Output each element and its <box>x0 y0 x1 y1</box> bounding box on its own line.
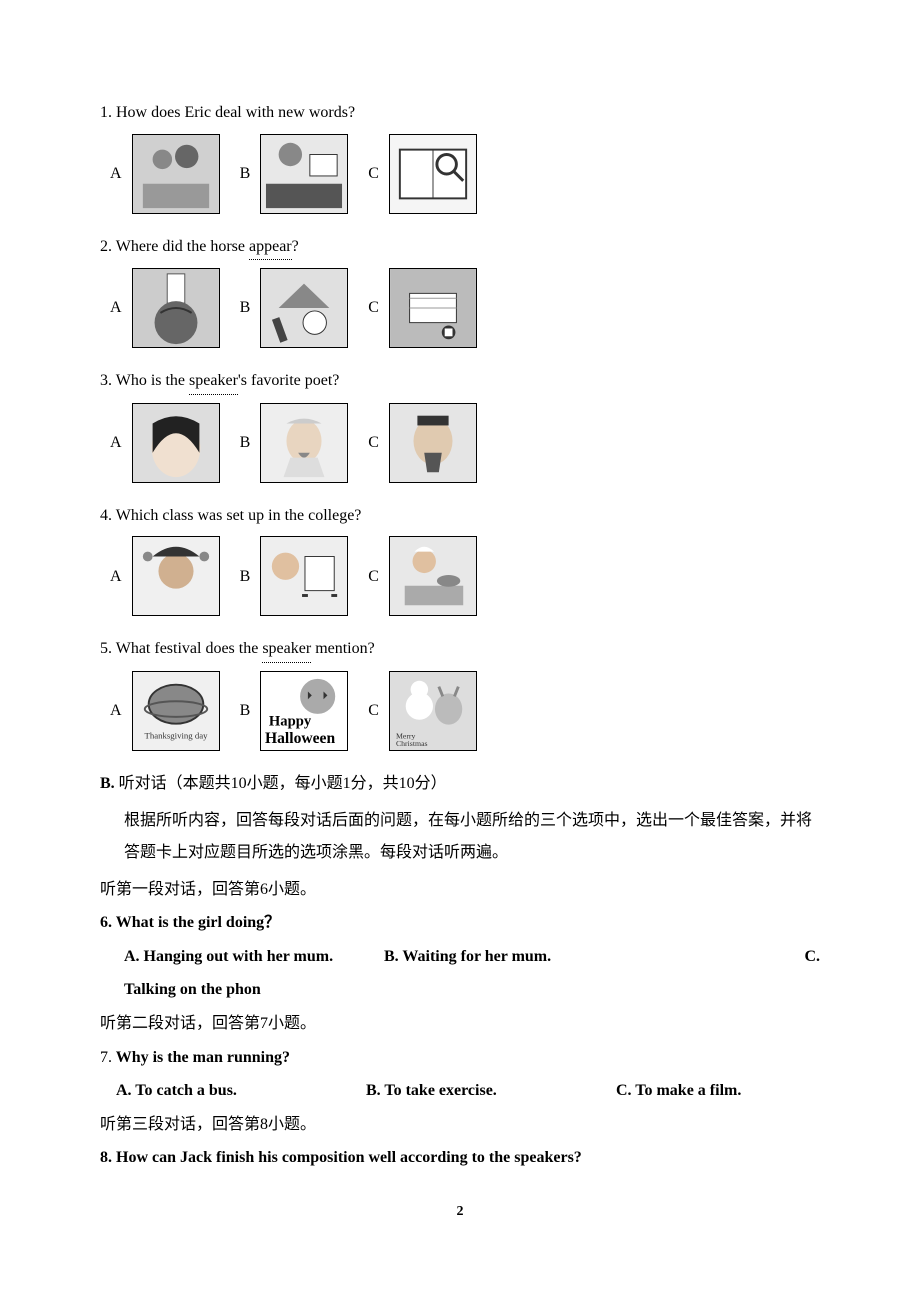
q4-letter-b: B <box>240 564 251 590</box>
dialogue2-prefix: 7. <box>100 1049 112 1066</box>
dialogue2-question-text: Why is the man running? <box>112 1049 290 1066</box>
q2-options: A B C <box>110 268 820 348</box>
q5-option-b[interactable]: B HappyHalloween <box>240 671 349 751</box>
dialogue1-question: 6. What is the girl doing？ <box>100 910 820 936</box>
q2-letter-b: B <box>240 295 251 321</box>
q3-image-a <box>132 403 220 483</box>
q4-letter-a: A <box>110 564 122 590</box>
dialogue2-c[interactable]: C. To make a film. <box>616 1078 820 1104</box>
dialogue1-a[interactable]: A. Hanging out with her mum. <box>124 944 384 970</box>
q1-letter-c: C <box>368 161 379 187</box>
q3-option-a[interactable]: A <box>110 403 220 483</box>
q2-letter-c: C <box>368 295 379 321</box>
q2-text: 2. Where did the horse appear? <box>100 234 820 261</box>
section-b-prefix: B. <box>100 775 115 792</box>
q5-image-a: Thanksgiving day <box>132 671 220 751</box>
q1-option-b[interactable]: B <box>240 134 349 214</box>
q1-image-c <box>389 134 477 214</box>
q5-letter-c: C <box>368 698 379 724</box>
dialogue2-answers: A. To catch a bus. B. To take exercise. … <box>116 1078 820 1104</box>
q3-letter-c: C <box>368 430 379 456</box>
q5-image-b: HappyHalloween <box>260 671 348 751</box>
q3-option-c[interactable]: C <box>368 403 477 483</box>
q3-dotted-word: speaker <box>189 368 238 395</box>
q3-image-c <box>389 403 477 483</box>
dialogue2-a[interactable]: A. To catch a bus. <box>116 1078 366 1104</box>
q4-options: A B C <box>110 536 820 616</box>
q5-options: A Thanksgiving day B HappyHalloween C Me… <box>110 671 820 751</box>
dialogue2-b[interactable]: B. To take exercise. <box>366 1078 616 1104</box>
dialogue1-b[interactable]: B. Waiting for her mum. <box>384 944 644 970</box>
q1-options: A B C <box>110 134 820 214</box>
q2-dotted-word: appear <box>249 234 292 261</box>
q5-option-a[interactable]: A Thanksgiving day <box>110 671 220 751</box>
dialogue1-continuation: Talking on the phon <box>124 977 820 1003</box>
section-b-title: B. 听对话（本题共10小题，每小题1分，共10分） <box>100 771 820 797</box>
q5-image-c: MerryChristmas <box>389 671 477 751</box>
dialogue1-answers: A. Hanging out with her mum. B. Waiting … <box>124 944 820 970</box>
q1-option-c[interactable]: C <box>368 134 477 214</box>
q3-option-b[interactable]: B <box>240 403 349 483</box>
q2-option-c[interactable]: C <box>368 268 477 348</box>
q2-option-b[interactable]: B <box>240 268 349 348</box>
q1-image-a <box>132 134 220 214</box>
q4-option-b[interactable]: B <box>240 536 349 616</box>
q3-letter-b: B <box>240 430 251 456</box>
q2-option-a[interactable]: A <box>110 268 220 348</box>
q2-letter-a: A <box>110 295 122 321</box>
q1-letter-b: B <box>240 161 251 187</box>
dialogue2-question: 7. Why is the man running? <box>100 1045 820 1071</box>
section-b-title-text: 听对话（本题共10小题，每小题1分，共10分） <box>115 775 447 792</box>
q1-image-b <box>260 134 348 214</box>
q3-letter-a: A <box>110 430 122 456</box>
section-b: B. 听对话（本题共10小题，每小题1分，共10分） 根据所听内容，回答每段对话… <box>100 771 820 869</box>
q5-option-c[interactable]: C MerryChristmas <box>368 671 477 751</box>
q5-letter-a: A <box>110 698 122 724</box>
dialogue3-question: 8. How can Jack finish his composition w… <box>100 1145 820 1171</box>
q3-options: A B C <box>110 403 820 483</box>
q1-text: 1. How does Eric deal with new words? <box>100 100 820 126</box>
q2-image-b <box>260 268 348 348</box>
q1-option-a[interactable]: A <box>110 134 220 214</box>
dialogue3-intro: 听第三段对话，回答第8小题。 <box>100 1112 820 1138</box>
q4-text: 4. Which class was set up in the college… <box>100 503 820 529</box>
q3-image-b <box>260 403 348 483</box>
svg-text:Thanksgiving day: Thanksgiving day <box>144 730 208 740</box>
dialogue1-c[interactable]: C. <box>644 944 820 970</box>
q5-text: 5. What festival does the speaker mentio… <box>100 636 820 663</box>
q4-image-c <box>389 536 477 616</box>
svg-text:Christmas: Christmas <box>396 739 428 748</box>
q3-text: 3. Who is the speaker's favorite poet? <box>100 368 820 395</box>
q5-dotted-word: speaker <box>262 636 311 663</box>
q4-option-a[interactable]: A <box>110 536 220 616</box>
section-b-desc: 根据所听内容，回答每段对话后面的问题，在每小题所给的三个选项中，选出一个最佳答案… <box>124 805 820 869</box>
q2-image-a <box>132 268 220 348</box>
q4-option-c[interactable]: C <box>368 536 477 616</box>
q2-image-c <box>389 268 477 348</box>
q4-image-a <box>132 536 220 616</box>
svg-text:Halloween: Halloween <box>265 730 335 747</box>
page-number: 2 <box>100 1201 820 1223</box>
q1-letter-a: A <box>110 161 122 187</box>
q4-letter-c: C <box>368 564 379 590</box>
dialogue1-intro: 听第一段对话，回答第6小题。 <box>100 877 820 903</box>
dialogue2-intro: 听第二段对话，回答第7小题。 <box>100 1011 820 1037</box>
q5-letter-b: B <box>240 698 251 724</box>
q4-image-b <box>260 536 348 616</box>
svg-text:Happy: Happy <box>269 714 312 730</box>
